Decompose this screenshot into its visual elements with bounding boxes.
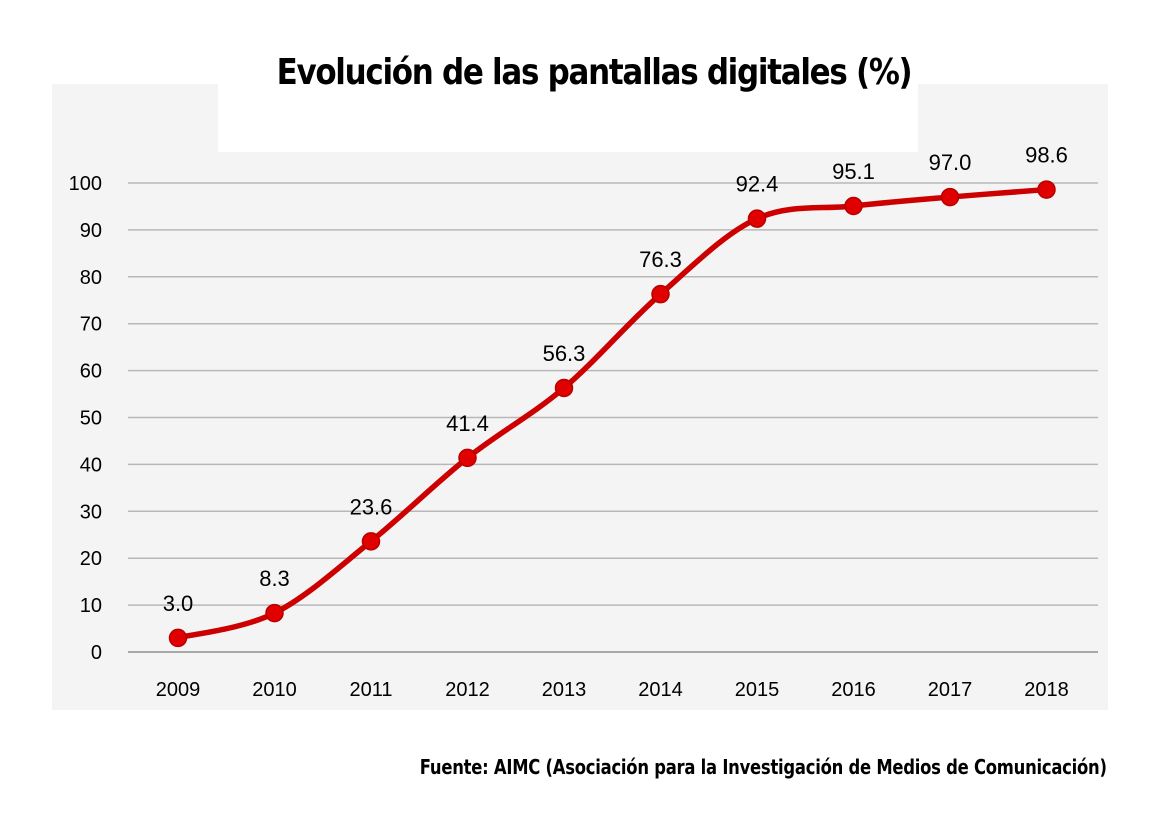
x-tick-label: 2018 <box>1024 679 1069 701</box>
data-label-2013: 56.3 <box>543 341 586 366</box>
x-tick-label: 2009 <box>156 679 201 701</box>
data-labels: 3.0 8.3 23.6 41.4 56.3 76.3 92.4 95.1 97.0 98.6 <box>163 143 1068 616</box>
data-label-2015: 92.4 <box>736 172 779 197</box>
data-label-2010: 8.3 <box>259 566 290 591</box>
data-label-2009: 3.0 <box>163 591 194 616</box>
y-tick-label: 10 <box>80 595 102 617</box>
source-text: AIMC (Asociación para la Investigación d… <box>494 755 1107 779</box>
data-point-2012 <box>458 448 477 468</box>
data-point-2014 <box>651 284 670 304</box>
y-tick-label: 50 <box>80 408 102 430</box>
data-label-2018: 98.6 <box>1025 143 1068 168</box>
x-tick-label: 2014 <box>638 679 683 701</box>
data-label-2011: 23.6 <box>350 494 393 519</box>
source-label: Fuente: <box>420 755 489 779</box>
x-tick-label: 2012 <box>445 679 490 701</box>
source-note: Fuente: AIMC (Asociación para la Investi… <box>420 755 1107 779</box>
x-tick-label: 2013 <box>542 679 587 701</box>
y-tick-label: 0 <box>91 642 102 664</box>
y-tick-label: 100 <box>69 173 102 195</box>
y-axis-ticks: 0 10 20 30 40 50 60 70 80 90 100 <box>69 173 102 664</box>
y-tick-label: 70 <box>80 314 102 336</box>
data-markers <box>168 180 1056 648</box>
data-point-2013 <box>554 378 574 398</box>
data-label-2017: 97.0 <box>929 150 972 175</box>
y-tick-label: 60 <box>80 361 102 383</box>
x-tick-label: 2011 <box>349 679 392 701</box>
y-tick-label: 80 <box>80 267 102 289</box>
y-tick-label: 30 <box>80 501 102 523</box>
y-tick-label: 20 <box>80 548 102 570</box>
series-line <box>175 186 1050 641</box>
data-point-2015 <box>747 209 767 228</box>
data-label-2014: 76.3 <box>639 247 682 272</box>
series-line-layer <box>175 186 1050 641</box>
data-point-2017 <box>940 187 960 207</box>
chart-title: Evolución de las pantallas digitales (%) <box>276 52 913 93</box>
data-label-2016: 95.1 <box>832 159 875 184</box>
data-point-2011 <box>361 532 381 551</box>
x-tick-label: 2016 <box>831 679 876 701</box>
data-point-2009 <box>168 628 188 648</box>
x-tick-label: 2015 <box>735 679 780 701</box>
title-backdrop <box>218 84 918 152</box>
x-axis-ticks: 2009 2010 2011 2012 2013 2014 2015 2016 2017 2018 <box>156 679 1069 701</box>
data-point-2016 <box>844 196 863 216</box>
x-tick-label: 2017 <box>928 679 973 701</box>
data-point-2010 <box>265 603 284 623</box>
data-point-2018 <box>1037 180 1056 199</box>
y-tick-label: 90 <box>80 220 102 242</box>
x-tick-label: 2010 <box>252 679 297 701</box>
y-tick-label: 40 <box>80 454 102 476</box>
data-label-2012: 41.4 <box>446 411 489 436</box>
